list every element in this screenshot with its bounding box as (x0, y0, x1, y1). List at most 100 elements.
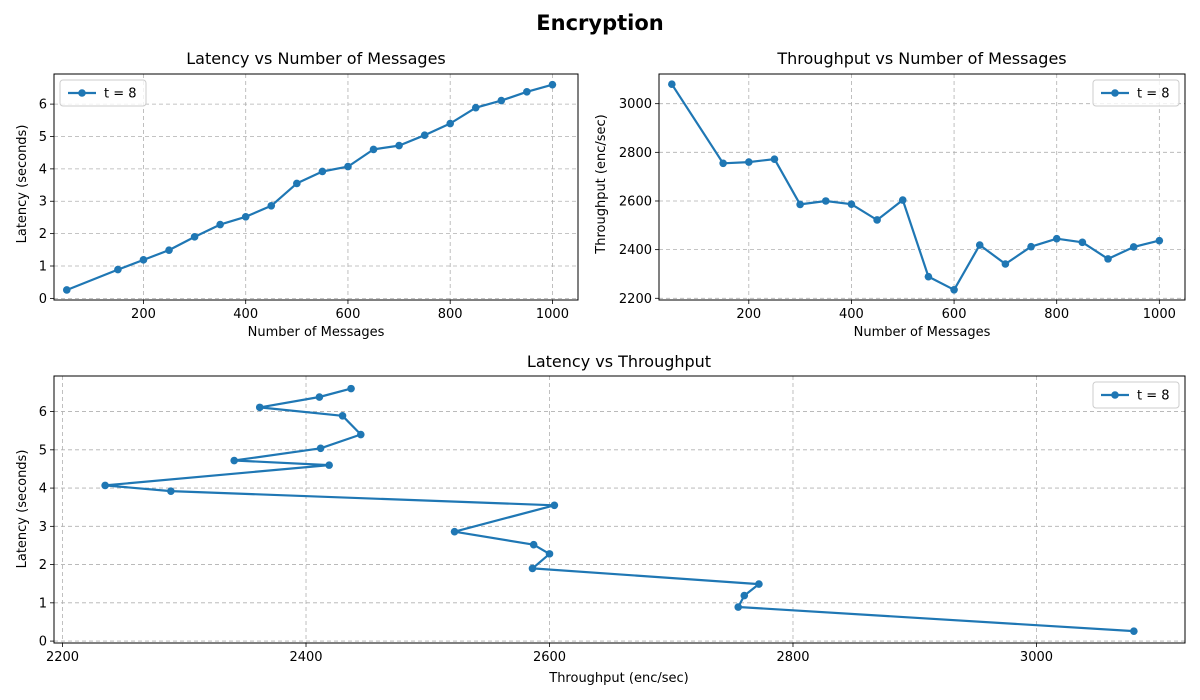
latency-vs-messages-data-point (216, 220, 224, 229)
latency-vs-throughput-legend-box (1092, 381, 1180, 409)
throughput-vs-messages-legend-box (1092, 79, 1180, 107)
throughput-vs-messages-legend: t = 8 (1092, 79, 1180, 107)
latency-vs-throughput-data-point (550, 501, 559, 510)
throughput-vs-messages-data-point (1027, 242, 1035, 251)
throughput-vs-messages-axes-frame (658, 73, 1186, 301)
latency-vs-messages-data-point (369, 145, 378, 154)
throughput-vs-messages-data-point (719, 159, 727, 168)
latency-vs-messages-data-point (114, 265, 122, 274)
latency-vs-throughput-data-point (450, 527, 459, 536)
throughput-vs-messages-legend-marker (1111, 89, 1119, 97)
latency-vs-throughput-data-point (1130, 627, 1138, 635)
latency-vs-throughput-ytick-label-0: 0 (39, 635, 47, 650)
latency-vs-throughput-legend-marker (1111, 391, 1119, 399)
latency-vs-messages-ytick-label-6: 6 (39, 98, 47, 113)
latency-vs-throughput-data-point (101, 481, 109, 490)
latency-vs-throughput-data-point (740, 591, 749, 600)
throughput-vs-messages-data-point (873, 216, 881, 224)
throughput-vs-messages-data-point (796, 200, 804, 209)
throughput-vs-messages-data-point (1129, 243, 1138, 251)
latency-vs-throughput-ylabel: Latency (seconds) (15, 450, 30, 569)
latency-vs-throughput-ytick-label-6: 6 (39, 405, 47, 420)
throughput-vs-messages-ylabel: Throughput (enc/sec) (594, 114, 609, 254)
latency-vs-throughput-data-point (529, 540, 538, 549)
latency-vs-messages-data-point (293, 179, 301, 188)
latency-vs-messages-xtick-label-4: 1000 (536, 307, 569, 322)
latency-vs-messages-ylabel: Latency (seconds) (15, 125, 30, 244)
latency-vs-throughput-legend: t = 8 (1092, 381, 1180, 409)
throughput-vs-messages-data-point (668, 80, 676, 89)
latency-vs-throughput-ytick-label-2: 2 (39, 558, 47, 573)
throughput-vs-messages-data-point (821, 197, 830, 205)
throughput-vs-messages-data-point (898, 196, 907, 204)
latency-vs-throughput-data-point (545, 550, 554, 558)
throughput-vs-messages-ytick-label-2: 2600 (619, 194, 652, 209)
throughput-vs-messages-ytick-label-1: 2400 (619, 243, 652, 258)
throughput-vs-messages-data-point (950, 285, 958, 294)
latency-vs-messages-data-point (190, 233, 199, 241)
latency-vs-throughput-data-point (528, 564, 537, 573)
latency-vs-throughput-ytick-label-1: 1 (39, 596, 47, 611)
latency-vs-throughput-data-point (316, 444, 325, 453)
latency-vs-throughput-data-point (315, 393, 324, 401)
latency-vs-messages-xtick-label-3: 800 (438, 307, 463, 322)
throughput-vs-messages-series-line (670, 83, 1160, 291)
latency-vs-messages-legend-marker (78, 89, 86, 97)
latency-vs-messages-xtick-label-1: 400 (233, 307, 258, 322)
throughput-vs-messages-xtick-label-1: 400 (839, 307, 864, 322)
latency-vs-throughput-data-point (755, 580, 763, 588)
throughput-vs-messages-title: Throughput vs Number of Messages (776, 49, 1066, 68)
latency-vs-messages-ytick-label-5: 5 (39, 130, 47, 145)
latency-vs-messages-data-point (139, 256, 148, 264)
latency-vs-messages-ytick-label-4: 4 (39, 162, 47, 177)
latency-vs-messages-data-point (165, 246, 173, 254)
latency-vs-messages-axes-frame (53, 73, 579, 301)
latency-vs-messages-legend-box (59, 79, 147, 107)
throughput-vs-messages-data-point (847, 200, 856, 208)
latency-vs-messages-data-point (62, 286, 71, 294)
latency-vs-throughput-ytick-label-4: 4 (39, 482, 47, 497)
latency-vs-messages-data-point (318, 167, 327, 176)
latency-vs-throughput-xtick-label-2: 2600 (533, 650, 566, 665)
latency-vs-messages-data-point (395, 141, 403, 150)
throughput-vs-messages-xtick-label-4: 1000 (1143, 307, 1176, 322)
throughput-vs-messages-data-point (1104, 255, 1112, 263)
throughput-vs-messages-xlabel: Number of Messages (854, 325, 991, 340)
latency-vs-messages-data-point (548, 80, 557, 89)
latency-vs-throughput-ytick-label-5: 5 (39, 443, 47, 458)
throughput-vs-messages-chart: Throughput vs Number of Messages Number … (594, 49, 1186, 340)
latency-vs-messages-data-point (267, 201, 276, 210)
throughput-vs-messages-ytick-label-0: 2200 (619, 292, 652, 307)
throughput-vs-messages-data-point (770, 155, 779, 163)
latency-vs-throughput-xtick-label-0: 2200 (46, 650, 79, 665)
throughput-vs-messages-data-point (1078, 238, 1087, 247)
latency-vs-throughput-data-point (338, 411, 347, 420)
throughput-vs-messages-data-point (924, 272, 933, 281)
latency-vs-throughput-xtick-label-3: 2800 (776, 650, 809, 665)
latency-vs-throughput-xtick-label-4: 3000 (1020, 650, 1053, 665)
throughput-vs-messages-data-point (1155, 236, 1164, 245)
throughput-vs-messages-data-point (745, 158, 753, 166)
latency-vs-messages-ytick-label-3: 3 (39, 195, 47, 210)
throughput-vs-messages-data-point (1052, 234, 1061, 243)
latency-vs-messages-xtick-label-2: 600 (336, 307, 361, 322)
latency-vs-throughput-legend-label: t = 8 (1137, 389, 1170, 404)
figure-suptitle: Encryption (536, 11, 663, 35)
latency-vs-messages-data-point (241, 212, 250, 221)
latency-vs-messages-data-point (471, 103, 480, 112)
latency-vs-messages-title: Latency vs Number of Messages (186, 49, 446, 68)
latency-vs-messages-data-point (497, 96, 506, 105)
latency-vs-throughput-data-point (230, 456, 238, 465)
throughput-vs-messages-ytick-label-4: 3000 (619, 97, 652, 112)
throughput-vs-messages-xtick-label-3: 800 (1044, 307, 1069, 322)
latency-vs-messages-ytick-label-2: 2 (39, 227, 47, 242)
latency-vs-throughput-data-point (325, 461, 333, 469)
latency-vs-messages-data-point (420, 131, 429, 139)
latency-vs-messages-legend-label: t = 8 (104, 87, 137, 102)
throughput-vs-messages-data-point (1001, 260, 1010, 268)
latency-vs-throughput-xlabel: Throughput (enc/sec) (548, 671, 688, 686)
latency-vs-messages-legend: t = 8 (59, 79, 147, 107)
latency-vs-messages-data-point (344, 162, 352, 171)
latency-vs-throughput-data-point (356, 430, 365, 439)
